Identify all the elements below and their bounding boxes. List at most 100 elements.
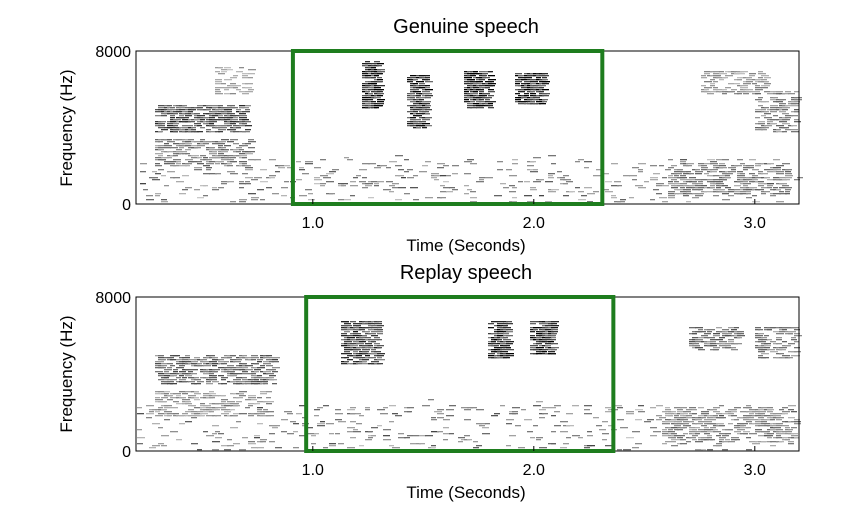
spectrogram-cell [233, 361, 241, 363]
spectrogram-cell [785, 115, 793, 117]
spectrogram-cell [785, 175, 793, 177]
spectrogram-cell [464, 409, 471, 411]
spectrogram-cell [779, 103, 786, 105]
spectrogram-cell [155, 411, 160, 413]
spectrogram-cell [140, 163, 147, 165]
spectrogram-cell [719, 167, 727, 169]
spectrogram-cell [377, 89, 384, 91]
spectrogram-cell [227, 115, 232, 117]
spectrogram-cell [422, 111, 429, 113]
spectrogram-cell [185, 355, 190, 357]
spectrogram-cell [767, 179, 775, 181]
spectrogram-cell [758, 121, 765, 123]
spectrogram-cell [686, 193, 693, 195]
spectrogram-cell [242, 363, 247, 365]
spectrogram-cell [563, 179, 571, 181]
spectrogram-cell [470, 163, 477, 165]
spectrogram-cell [413, 435, 419, 437]
spectrogram-cell [356, 347, 364, 349]
spectrogram-cell [488, 355, 496, 357]
spectrogram-cell [626, 437, 634, 439]
spectrogram-cell [209, 411, 214, 413]
spectrogram-cell [728, 191, 734, 193]
spectrogram-cell [239, 115, 247, 117]
spectrogram-cell [737, 159, 743, 161]
spectrogram-cell [707, 179, 715, 181]
spectrogram-cell [785, 427, 790, 429]
spectrogram-cell [635, 185, 643, 187]
spectrogram-cell [467, 105, 475, 107]
spectrogram-cell [692, 169, 697, 171]
spectrogram-cell [272, 371, 278, 373]
spectrogram-cell [329, 171, 336, 173]
spectrogram-cell [563, 195, 569, 197]
spectrogram-cell [164, 419, 170, 421]
spectrogram-cell [167, 367, 172, 369]
spectrogram-cell [725, 75, 733, 77]
spectrogram-cell [212, 441, 220, 443]
spectrogram-cell [215, 157, 223, 159]
spectrogram-cell [476, 97, 481, 99]
spectrogram-cell [767, 183, 774, 185]
spectrogram-cell [239, 111, 244, 113]
spectrogram-cell [164, 163, 170, 165]
spectrogram-cell [560, 177, 565, 179]
replay-highlight-box [304, 295, 616, 453]
spectrogram-cell [530, 93, 536, 95]
spectrogram-cell [146, 195, 153, 197]
spectrogram-cell [515, 79, 520, 81]
spectrogram-cell [227, 69, 233, 71]
spectrogram-cell [164, 413, 169, 415]
spectrogram-cell [176, 111, 182, 113]
spectrogram-cell [191, 161, 198, 163]
spectrogram-cell [698, 407, 704, 409]
spectrogram-cell [728, 341, 734, 343]
spectrogram-cell [221, 407, 226, 409]
spectrogram-cell [587, 193, 595, 195]
spectrogram-cell [269, 177, 275, 179]
spectrogram-cell [530, 331, 535, 333]
spectrogram-cell [542, 93, 550, 95]
spectrogram-cell [533, 85, 538, 87]
spectrogram-cell [398, 169, 404, 171]
spectrogram-cell [164, 113, 169, 115]
spectrogram-cell [770, 99, 777, 101]
spectrogram-cell [404, 193, 410, 195]
spectrogram-cell [173, 109, 178, 111]
spectrogram-cell [356, 355, 362, 357]
spectrogram-cell [251, 197, 259, 199]
spectrogram-cell [233, 115, 240, 117]
spectrogram-cell [266, 391, 272, 393]
spectrogram-cell [347, 427, 355, 429]
spectrogram-cell [743, 83, 751, 85]
spectrogram-cell [719, 175, 726, 177]
spectrogram-cell [419, 435, 426, 437]
spectrogram-cell [728, 327, 734, 329]
spectrogram-cell [233, 405, 240, 407]
spectrogram-cell [791, 115, 798, 117]
spectrogram-cell [212, 115, 219, 117]
spectrogram-cell [782, 119, 790, 121]
spectrogram-cell [233, 149, 241, 151]
spectrogram-cell [392, 413, 398, 415]
spectrogram-cell [671, 445, 678, 447]
spectrogram-cell [158, 105, 165, 107]
spectrogram-cell [782, 407, 788, 409]
spectrogram-cell [377, 325, 384, 327]
spectrogram-cell [365, 327, 372, 329]
spectrogram-cell [767, 185, 773, 187]
spectrogram-cell [398, 187, 406, 189]
spectrogram-cell [671, 437, 676, 439]
spectrogram-cell [719, 177, 724, 179]
spectrogram-cell [230, 355, 236, 357]
spectrogram-cell [689, 437, 696, 439]
spectrogram-cell [740, 173, 745, 175]
spectrogram-cell [482, 73, 488, 75]
spectrogram-cell [719, 341, 727, 343]
spectrogram-cell [485, 177, 493, 179]
spectrogram-cell [185, 187, 192, 189]
spectrogram-cell [722, 331, 727, 333]
spectrogram-cell [404, 171, 409, 173]
spectrogram-cell [209, 161, 216, 163]
spectrogram-cell [494, 333, 499, 335]
